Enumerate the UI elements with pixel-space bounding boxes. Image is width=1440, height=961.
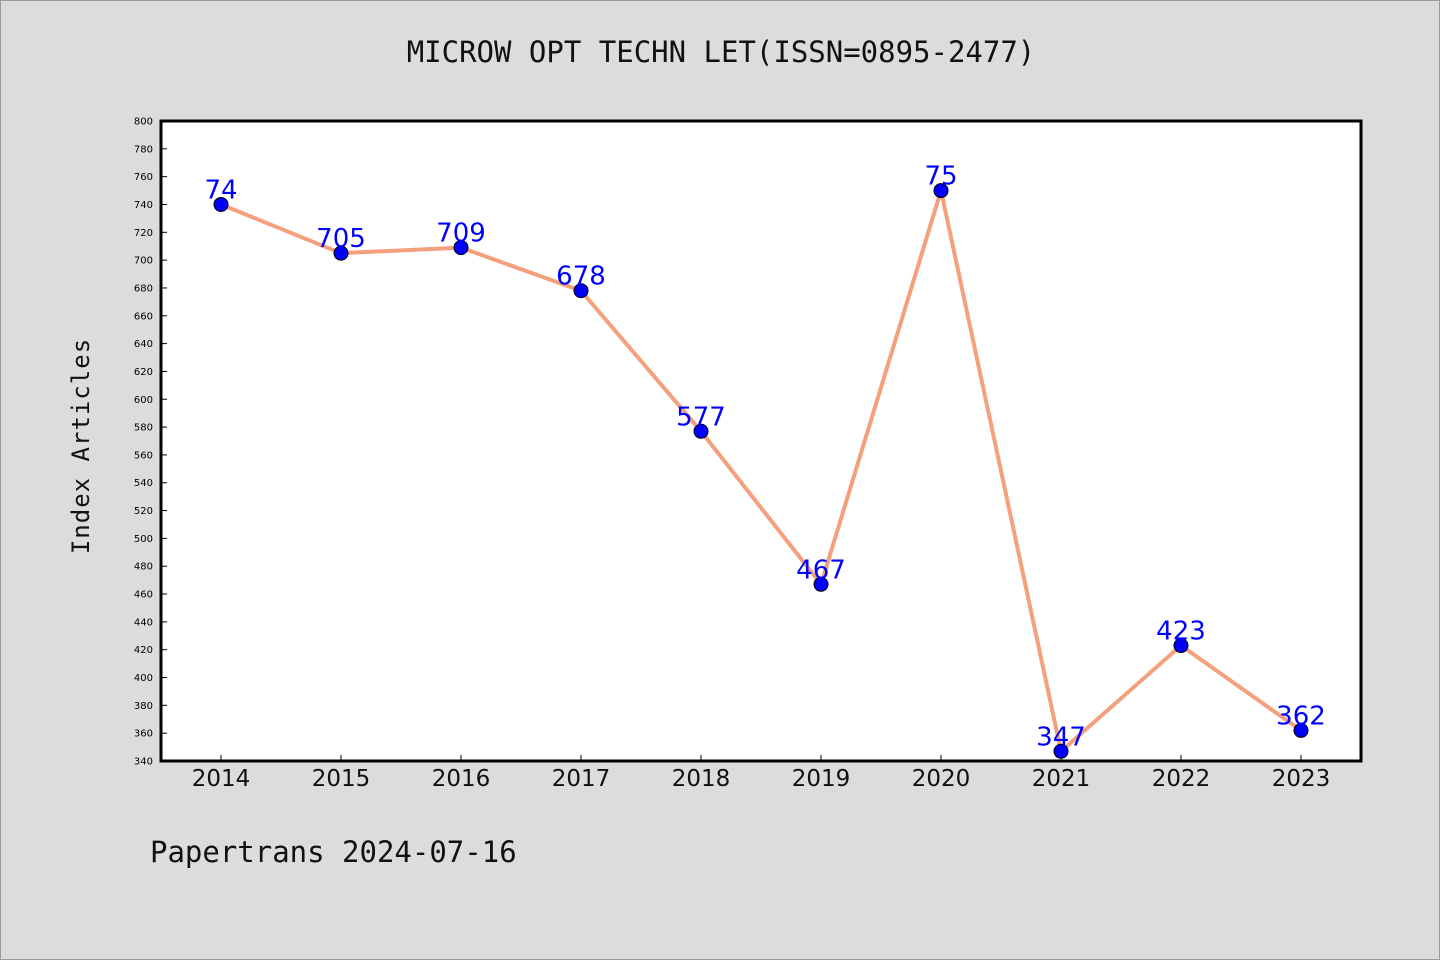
- y-tick-label: 700: [134, 256, 153, 267]
- data-point: [813, 576, 829, 592]
- y-tick-label: 400: [134, 673, 153, 684]
- data-point: [693, 423, 709, 439]
- x-tick-label: 2023: [1272, 766, 1331, 792]
- y-tick-label: 440: [134, 617, 153, 628]
- x-tick-label: 2015: [312, 766, 371, 792]
- x-tick-label: 2014: [192, 766, 251, 792]
- x-tick-label: 2019: [792, 766, 851, 792]
- y-tick-label: 760: [134, 172, 153, 183]
- y-tick-label: 380: [134, 701, 153, 712]
- x-tick-label: 2020: [912, 766, 971, 792]
- y-tick-label: 780: [134, 144, 153, 155]
- y-tick-label: 520: [134, 506, 153, 517]
- data-label: 74: [204, 175, 237, 205]
- y-tick-label: 740: [134, 200, 153, 211]
- data-point: [573, 283, 589, 299]
- data-point: [213, 196, 229, 212]
- y-tick-label: 600: [134, 395, 153, 406]
- data-label: 678: [556, 262, 606, 292]
- y-tick-label: 720: [134, 228, 153, 239]
- data-point: [1293, 722, 1309, 738]
- data-label: 467: [796, 555, 846, 585]
- series-line: [219, 188, 1303, 754]
- y-tick-label: 420: [134, 645, 153, 656]
- y-tick-label: 800: [134, 117, 153, 128]
- x-tick-label: 2016: [432, 766, 491, 792]
- x-tick-label: 2022: [1152, 766, 1211, 792]
- data-label: 577: [676, 402, 726, 432]
- data-point: [453, 240, 469, 256]
- y-tick-label: 460: [134, 590, 153, 601]
- data-label: 75: [924, 162, 957, 192]
- x-tick-label: 2021: [1032, 766, 1091, 792]
- y-tick-label: 580: [134, 423, 153, 434]
- data-point: [1173, 638, 1189, 654]
- y-tick-label: 660: [134, 311, 153, 322]
- y-tick-label: 500: [134, 534, 153, 545]
- y-tick-label: 640: [134, 339, 153, 350]
- x-tick-label: 2017: [552, 766, 611, 792]
- y-tick-label: 680: [134, 283, 153, 294]
- y-tick-label: 560: [134, 450, 153, 461]
- data-label: 705: [316, 224, 366, 254]
- plot-area: [159, 119, 1363, 763]
- y-tick-label: 620: [134, 367, 153, 378]
- chart-title: MICROW OPT TECHN LET(ISSN=0895-2477): [406, 35, 1036, 69]
- data-point: [1053, 743, 1069, 759]
- y-tick-label: 540: [134, 478, 153, 489]
- y-tick-label: 480: [134, 562, 153, 573]
- data-label: 423: [1156, 617, 1206, 647]
- data-point: [933, 183, 949, 199]
- data-point: [333, 245, 349, 261]
- data-label: 709: [436, 219, 486, 249]
- data-label: 347: [1036, 722, 1086, 752]
- data-label: 362: [1276, 701, 1326, 731]
- x-tick-label: 2018: [672, 766, 731, 792]
- footer-text: Papertrans 2024-07-16: [150, 835, 517, 869]
- y-tick-label: 360: [134, 729, 153, 740]
- y-tick-label: 340: [134, 757, 153, 768]
